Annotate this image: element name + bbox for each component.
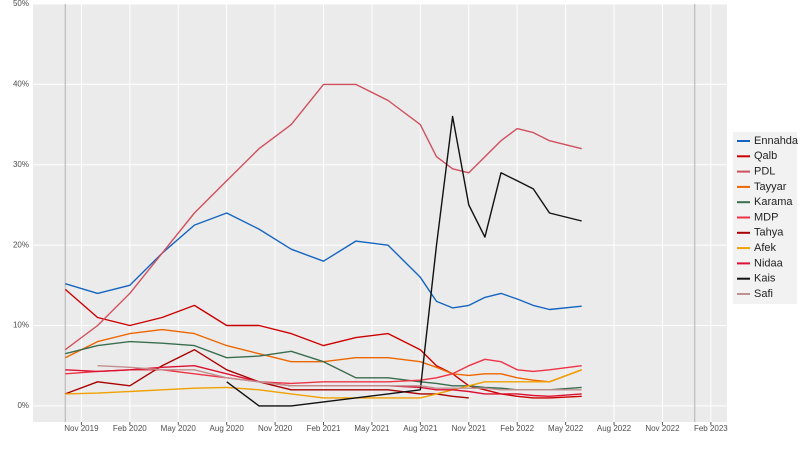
x-tick-label: Nov 2019 [64,424,99,433]
series-line [64,288,582,399]
series-line [65,358,582,385]
series-line [65,369,582,399]
series-line [65,349,469,399]
legend-label: MDP [754,211,778,223]
x-tick-label: Feb 2022 [500,424,534,433]
plot-background [33,4,727,422]
legend-label: Afek [754,242,777,254]
legend-label: Kais [754,273,776,285]
y-tick-label: 0% [17,401,29,410]
y-tick-label: 50% [13,0,29,8]
legend-label: Nidaa [754,257,784,269]
x-tick-label: Feb 2023 [694,424,728,433]
y-tick-label: 20% [13,240,29,249]
legend-label: Ennahda [754,135,799,147]
x-tick-label: Feb 2021 [307,424,341,433]
series-line [65,212,582,311]
x-tick-label: Feb 2020 [113,424,147,433]
x-tick-label: Nov 2020 [258,424,293,433]
legend-label: Karama [754,196,793,208]
legend-label: Tahya [754,227,784,239]
y-tick-label: 40% [13,79,29,88]
x-tick-label: Nov 2022 [645,424,680,433]
legend-label: Safi [754,288,773,300]
series-line [97,365,582,391]
legend-label: Qalb [754,150,777,162]
series-line [226,115,582,407]
legend-label: PDL [754,166,775,178]
y-tick-label: 10% [13,321,29,330]
series-line [64,328,582,383]
series-line [64,83,582,351]
x-tick-label: Aug 2022 [597,424,632,433]
x-tick-label: Nov 2021 [452,424,487,433]
x-tick-label: Aug 2021 [403,424,438,433]
x-tick-label: Aug 2020 [210,424,245,433]
legend-label: Tayyar [754,181,787,193]
y-tick-label: 30% [13,160,29,169]
x-tick-label: May 2021 [354,424,390,433]
x-tick-label: May 2022 [548,424,584,433]
x-tick-label: May 2020 [161,424,197,433]
